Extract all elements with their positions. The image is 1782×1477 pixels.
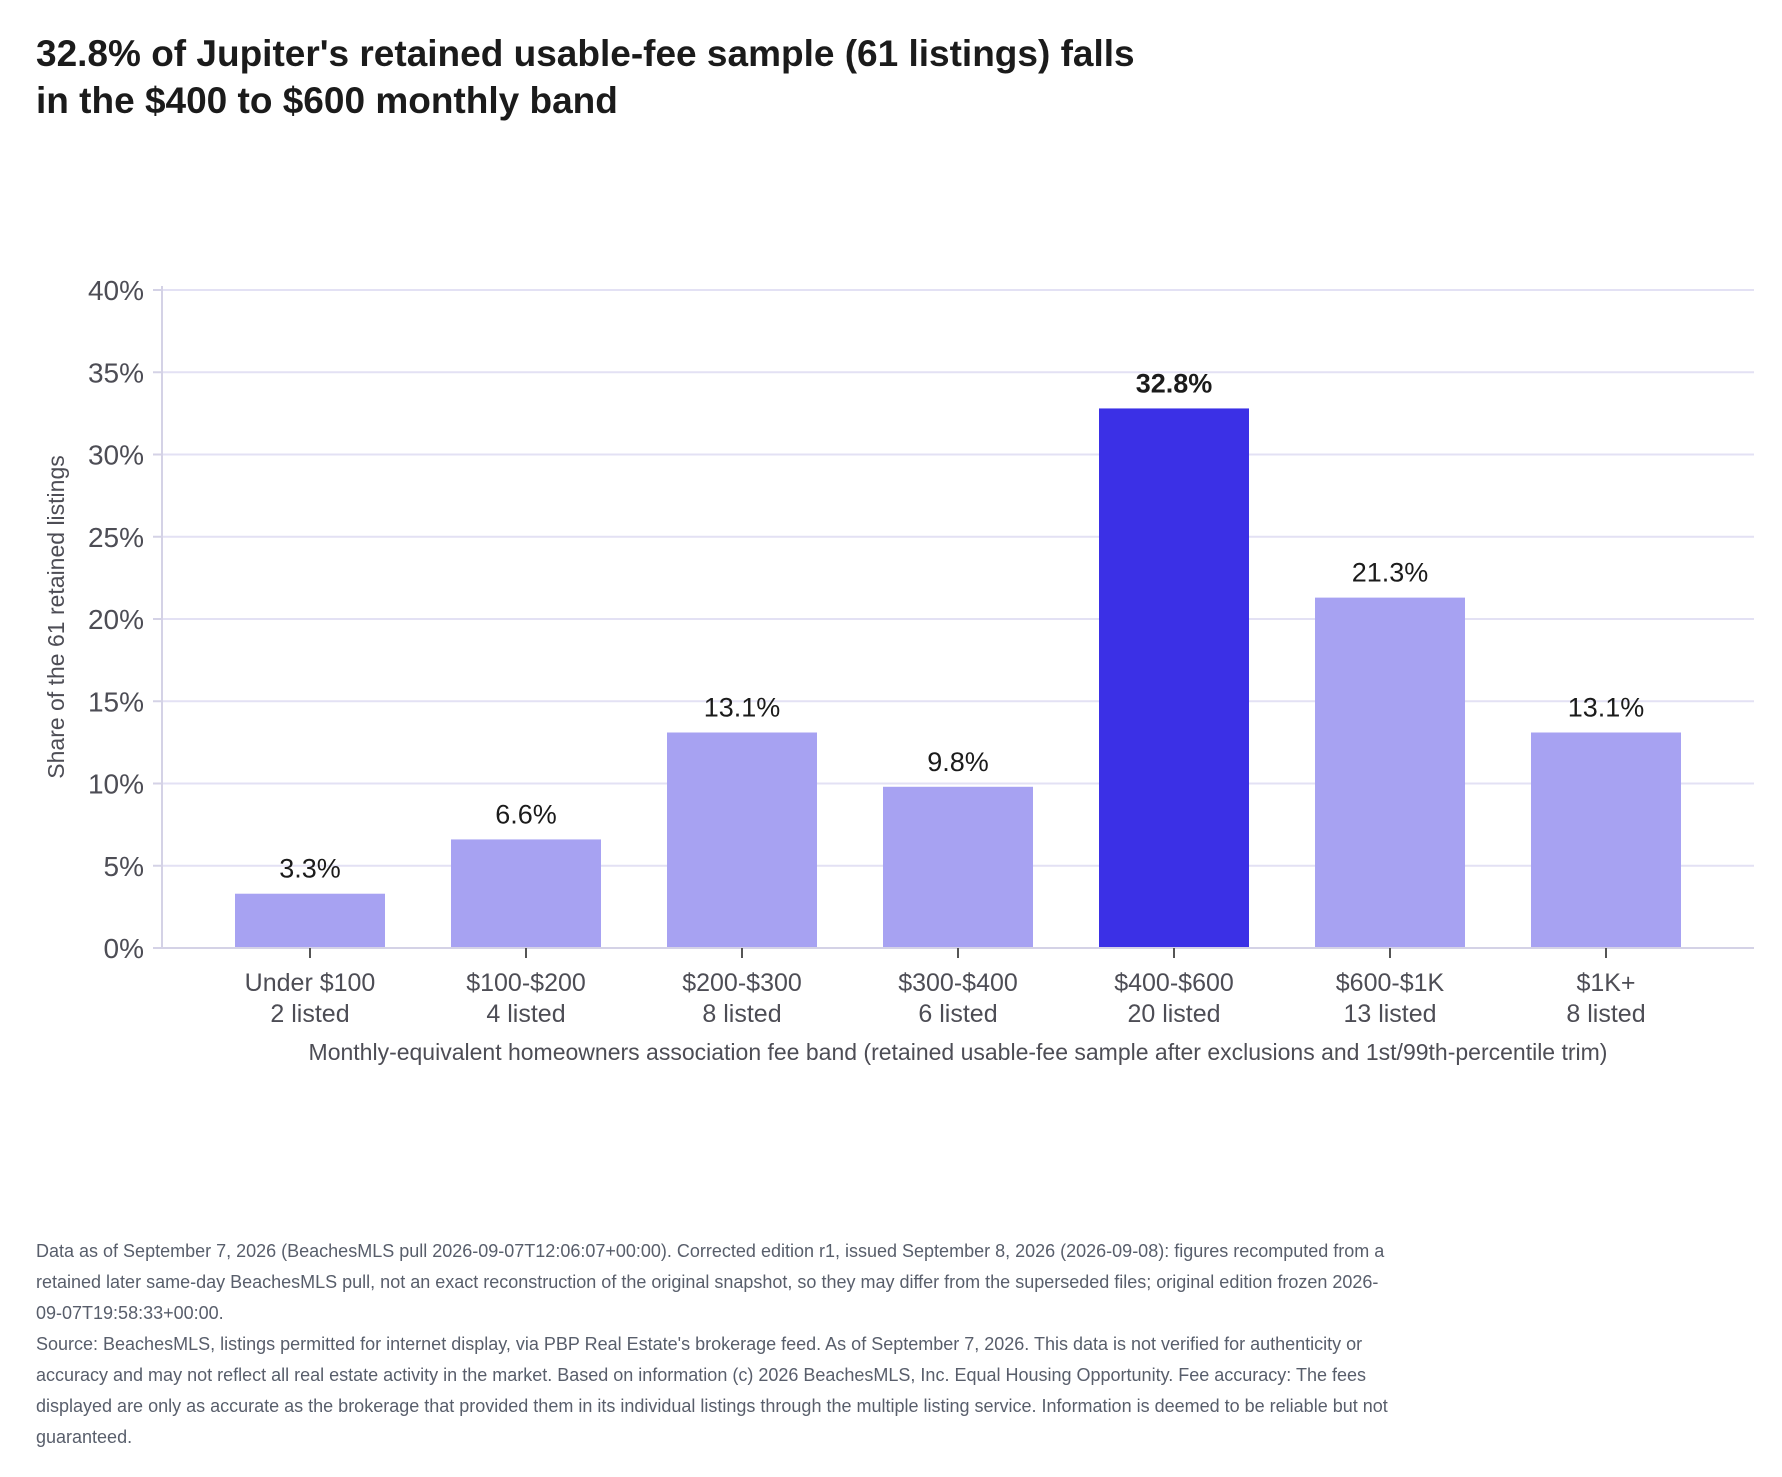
y-tick-label: 35% [88,357,144,388]
x-category-label-1: $100-$200 [466,969,586,997]
bar-6 [1531,732,1681,948]
data-label-0: 3.3% [279,854,341,884]
bar-5 [1315,597,1465,948]
y-tick-label: 20% [88,604,144,635]
gridlines [162,289,1754,867]
x-count-label-1: 4 listed [486,1000,565,1028]
x-count-label-2: 8 listed [702,1000,781,1028]
y-tick-label: 15% [88,686,144,717]
chart-title-line-1: 32.8% of Jupiter's retained usable-fee s… [36,33,1135,74]
bar-3 [883,786,1033,948]
data-label-3: 9.8% [927,747,989,777]
x-count-label-4: 20 listed [1127,1000,1220,1028]
y-tick-label: 10% [88,769,144,800]
x-category-label-6: $1K+ [1576,969,1635,997]
labels: 0% 5% 10% 15% 20% 25% 30% 35% 40% 3.3% Under $100 2… [88,275,1646,1028]
footnote-data-edition: Data as of September 7, 2026 (BeachesMLS… [36,1241,1385,1323]
y-tick-label: 25% [88,522,144,553]
x-category-label-0: Under $100 [245,969,376,997]
data-label-1: 6.6% [495,799,557,829]
bar-4 [1099,408,1249,948]
axes [153,286,1754,958]
x-category-label-5: $600-$1K [1336,969,1445,997]
y-tick-label: 30% [88,440,144,471]
data-label-4: 32.8% [1136,368,1213,398]
x-count-label-5: 13 listed [1343,1000,1436,1028]
bar-1 [451,839,601,948]
data-label-5: 21.3% [1352,558,1429,588]
chart-title-line-2: in the $400 to $600 monthly band [36,80,618,121]
x-category-label-2: $200-$300 [682,969,802,997]
x-axis-label: Monthly-equivalent homeowners associatio… [309,1039,1608,1065]
data-label-6: 13.1% [1568,693,1645,723]
y-tick-label: 0% [104,933,144,964]
bars [235,408,1681,948]
x-count-label-6: 8 listed [1566,1000,1645,1028]
bar-2 [667,732,817,948]
x-category-label-3: $300-$400 [898,969,1018,997]
footnote: Data as of September 7, 2026 (BeachesMLS… [36,1236,1396,1453]
chart-title: 32.8% of Jupiter's retained usable-fee s… [36,30,1336,124]
x-count-label-0: 2 listed [270,1000,349,1028]
footnote-source: Source: BeachesMLS, listings permitted f… [36,1334,1388,1447]
x-count-label-3: 6 listed [918,1000,997,1028]
y-axis-label: Share of the 61 retained listings [43,455,69,778]
y-tick-label: 40% [88,275,144,306]
y-tick-label: 5% [104,851,144,882]
data-label-2: 13.1% [704,693,781,723]
x-category-label-4: $400-$600 [1114,969,1234,997]
bar-0 [235,893,385,948]
bar-chart: 0% 5% 10% 15% 20% 25% 30% 35% 40% 3.3% Under $100 2… [43,275,1754,1065]
